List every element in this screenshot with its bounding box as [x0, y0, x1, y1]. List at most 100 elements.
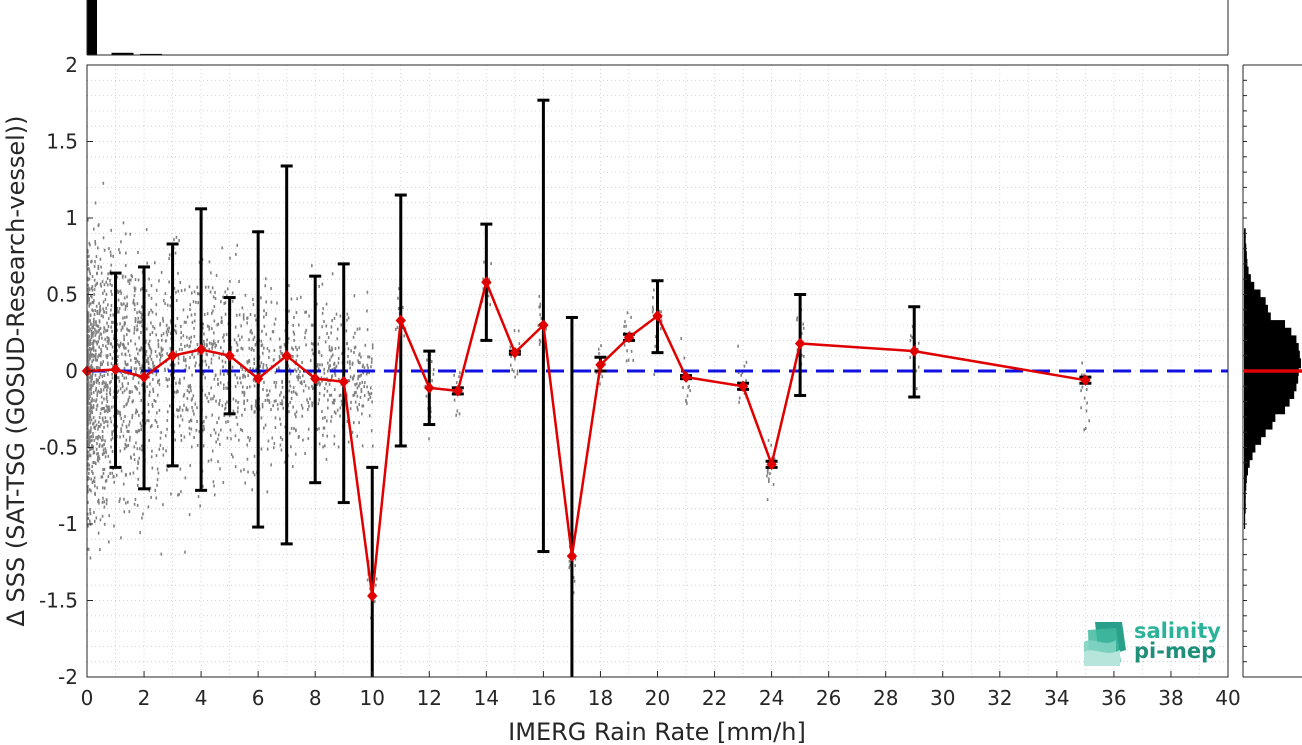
scatter-point: [107, 341, 110, 345]
scatter-point: [112, 320, 114, 324]
scatter-point: [119, 435, 121, 439]
scatter-point: [121, 275, 124, 279]
scatter-point: [157, 471, 160, 475]
scatter-point: [352, 421, 355, 425]
scatter-point: [358, 384, 360, 388]
scatter-point: [173, 328, 175, 332]
scatter-point: [151, 404, 154, 408]
scatter-point: [244, 481, 246, 485]
scatter-point: [125, 376, 128, 380]
scatter-point: [294, 412, 296, 416]
scatter-point: [180, 434, 183, 438]
scatter-point: [91, 444, 93, 448]
scatter-point: [366, 290, 369, 294]
scatter-point: [680, 337, 682, 341]
scatter-point: [328, 364, 331, 368]
scatter-point: [185, 320, 187, 324]
scatter-point: [147, 505, 150, 509]
scatter-point: [241, 413, 243, 417]
scatter-point: [186, 343, 188, 347]
scatter-point: [140, 444, 143, 448]
mean-marker: [281, 349, 292, 362]
scatter-point: [151, 449, 153, 453]
scatter-point: [279, 436, 282, 440]
scatter-point: [99, 366, 101, 370]
scatter-point: [92, 301, 95, 305]
scatter-point: [295, 415, 297, 419]
scatter-point: [103, 425, 105, 429]
x-tick-label: 2: [138, 686, 151, 710]
scatter-point: [318, 367, 320, 371]
scatter-point: [248, 439, 251, 443]
scatter-point: [118, 499, 121, 503]
scatter-point: [280, 345, 282, 349]
scatter-point: [253, 410, 256, 414]
scatter-point: [117, 410, 120, 414]
scatter-point: [370, 365, 372, 369]
scatter-point: [131, 390, 133, 394]
scatter-point: [767, 468, 769, 472]
scatter-point: [194, 402, 197, 406]
scatter-point: [186, 408, 189, 412]
scatter-point: [123, 376, 126, 380]
scatter-point: [101, 401, 103, 405]
scatter-point: [166, 327, 169, 331]
top-histogram: [87, 0, 163, 56]
scatter-point: [91, 465, 94, 469]
scatter-point: [203, 427, 206, 431]
scatter-point: [458, 375, 460, 379]
scatter-point: [1080, 406, 1082, 410]
scatter-point: [92, 471, 94, 475]
scatter-point: [254, 314, 256, 318]
scatter-point: [103, 381, 105, 385]
scatter-point: [105, 392, 108, 396]
scatter-point: [126, 315, 128, 319]
scatter-point: [177, 357, 180, 361]
scatter-point: [136, 302, 139, 306]
scatter-point: [333, 388, 336, 392]
scatter-point: [120, 328, 123, 332]
scatter-point: [136, 430, 139, 434]
scatter-point: [178, 408, 181, 412]
scatter-point: [138, 391, 141, 395]
scatter-point: [109, 460, 111, 464]
scatter-point: [103, 327, 106, 331]
scatter-point: [131, 275, 134, 279]
scatter-point: [1080, 389, 1082, 393]
scatter-point: [184, 288, 186, 292]
scatter-point: [358, 374, 360, 378]
scatter-point: [95, 255, 98, 259]
scatter-point: [540, 316, 543, 320]
scatter-point: [1085, 409, 1088, 413]
scatter-point: [121, 385, 124, 389]
scatter-point: [160, 346, 163, 350]
scatter-point: [330, 331, 332, 335]
scatter-point: [244, 293, 247, 297]
scatter-point: [214, 431, 217, 435]
scatter-point: [237, 400, 239, 404]
scatter-point: [170, 492, 172, 496]
scatter-point: [101, 336, 103, 340]
scatter-point: [97, 324, 100, 328]
scatter-point: [196, 342, 199, 346]
scatter-point: [300, 403, 303, 407]
scatter-point: [140, 371, 142, 375]
scatter-point: [243, 393, 246, 397]
scatter-point: [101, 382, 104, 386]
scatter-point: [221, 246, 223, 250]
scatter-point: [537, 323, 540, 327]
scatter-point: [141, 318, 144, 322]
scatter-point: [766, 498, 769, 502]
scatter-point: [178, 381, 180, 385]
scatter-point: [176, 389, 179, 393]
scatter-point: [397, 296, 399, 300]
scatter-point: [340, 399, 343, 403]
x-tick-label: 16: [531, 686, 556, 710]
scatter-point: [156, 425, 159, 429]
scatter-point: [109, 313, 112, 317]
scatter-point: [88, 269, 91, 273]
scatter-point: [125, 425, 128, 429]
scatter-point: [235, 313, 238, 317]
scatter-point: [109, 269, 112, 273]
scatter-point: [539, 340, 542, 344]
